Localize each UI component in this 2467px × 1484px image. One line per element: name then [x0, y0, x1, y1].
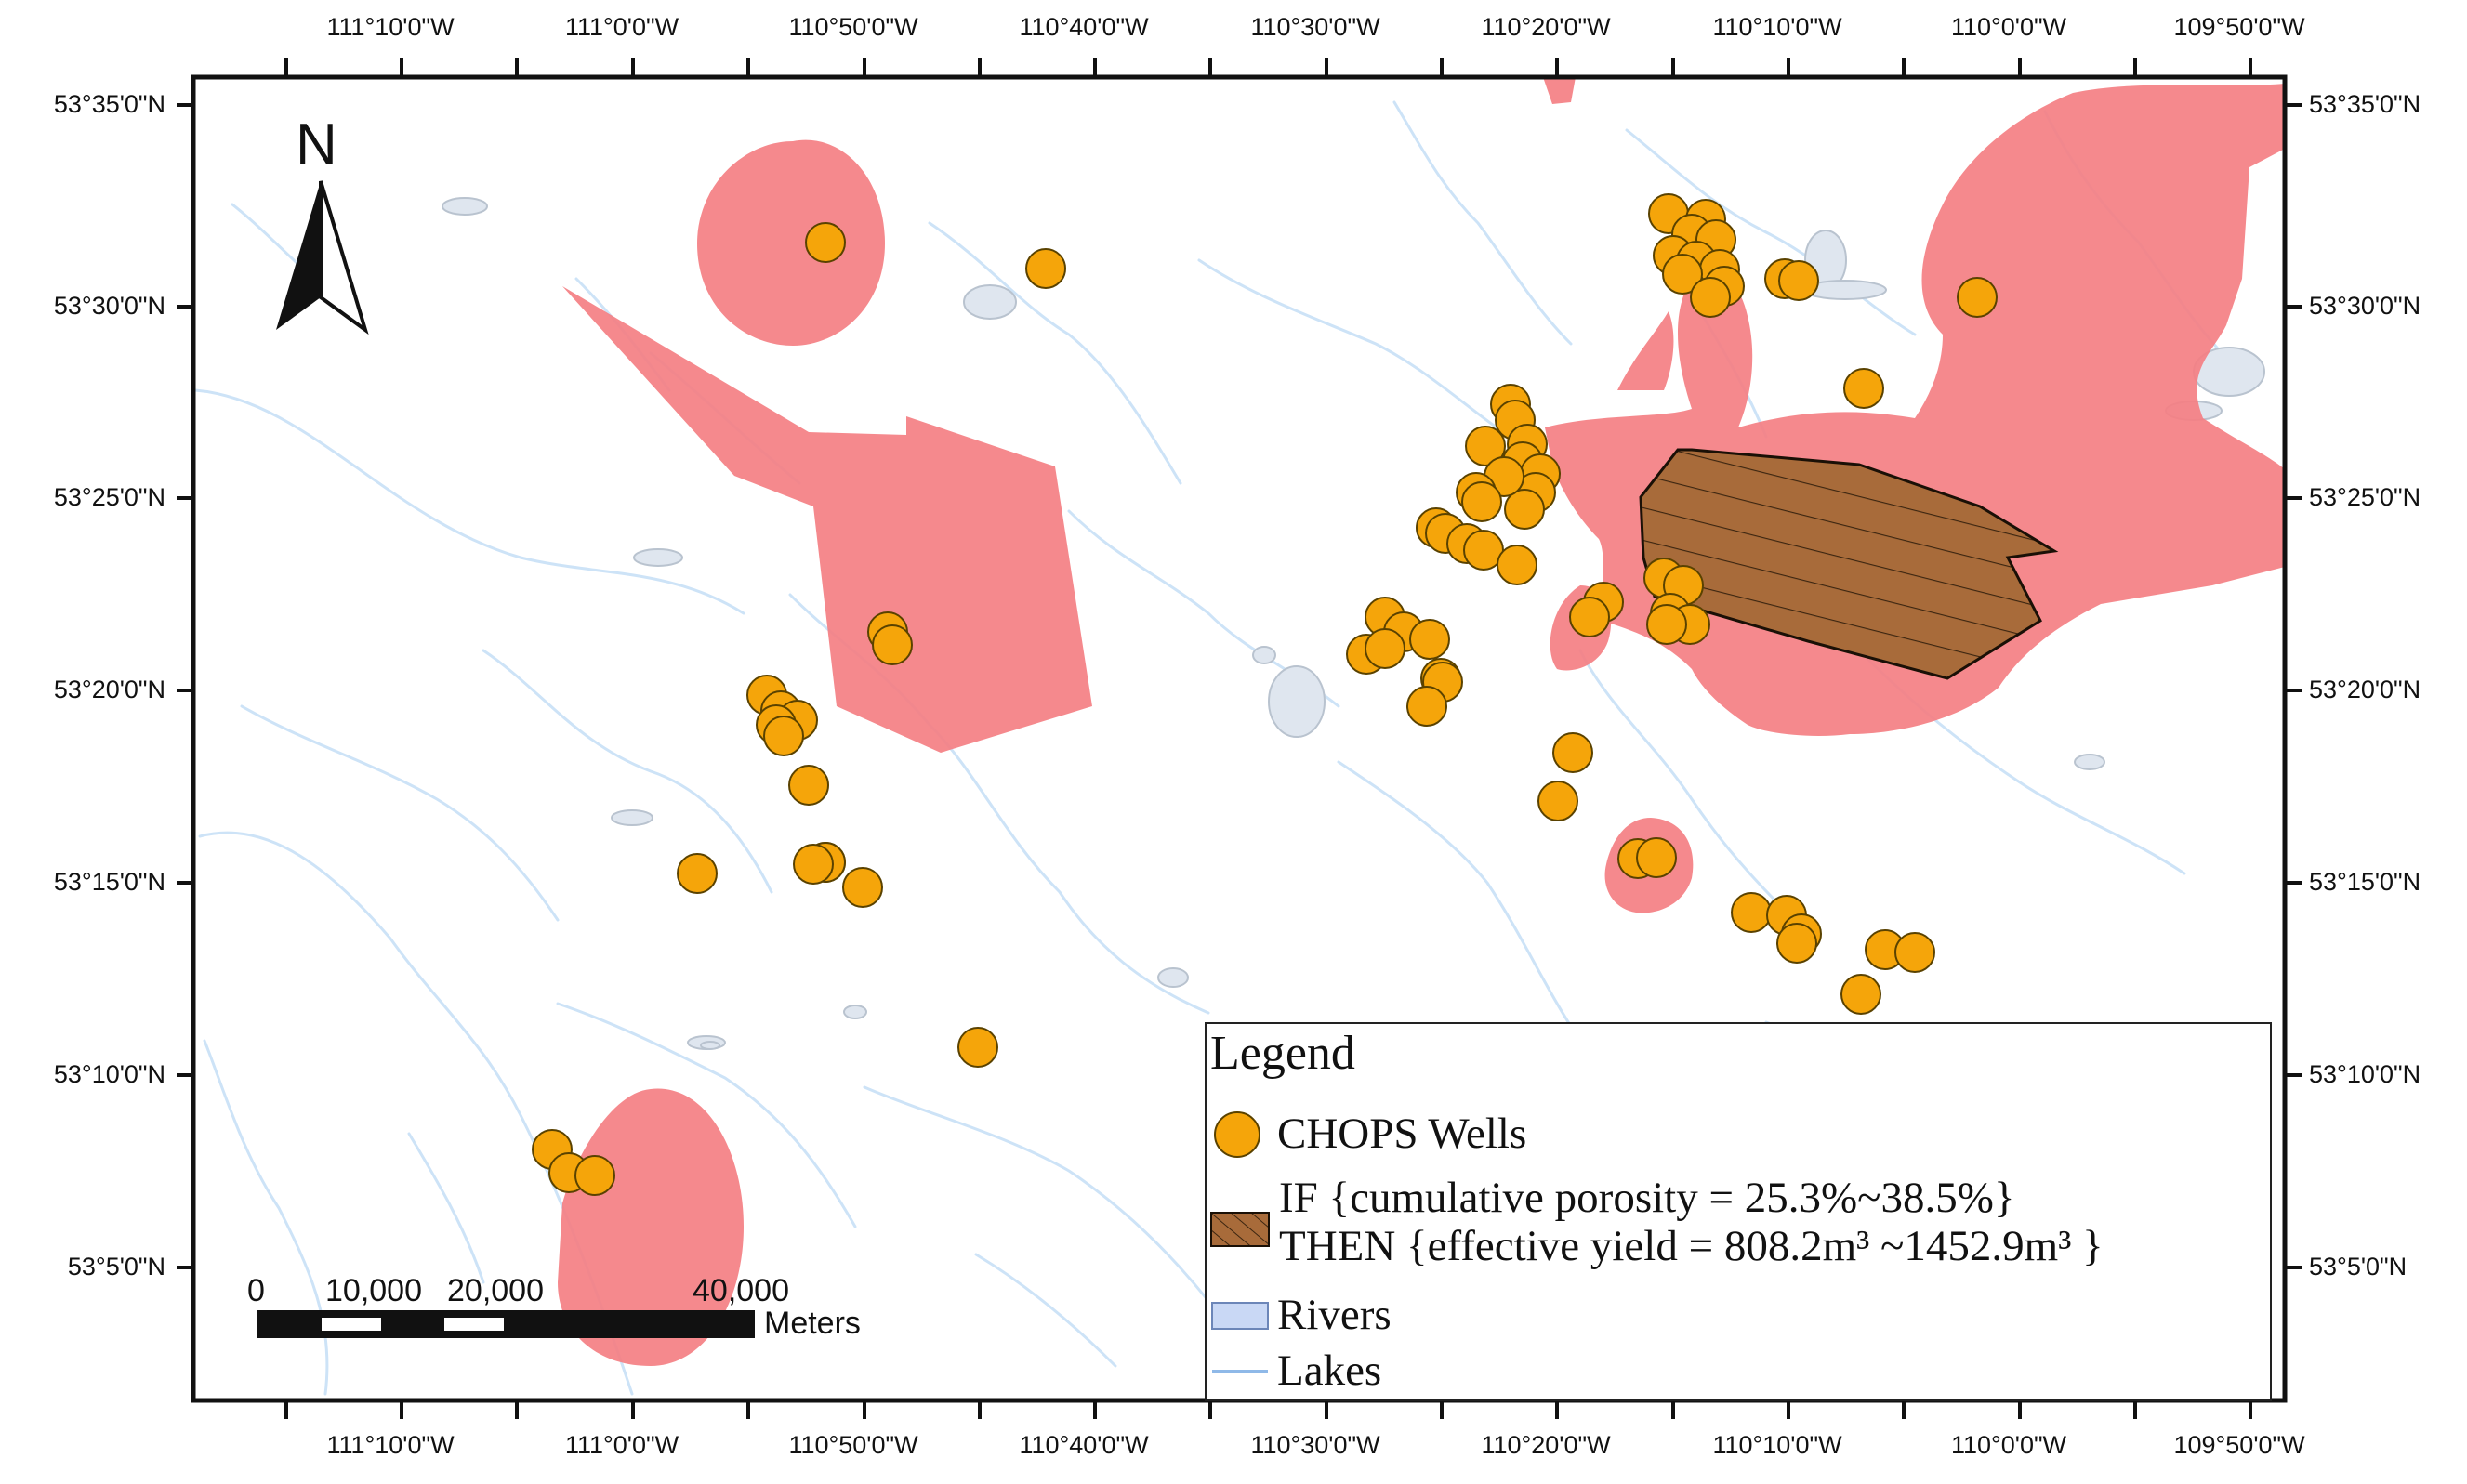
top-lon-label: 110°30'0"W — [1250, 13, 1380, 41]
right-lat-label: 53°10'0"N — [2309, 1060, 2421, 1088]
bottom-lon-label: 110°30'0"W — [1250, 1431, 1380, 1459]
rule-zone-polygon — [1639, 448, 2059, 680]
bottom-lon-label: 110°10'0"W — [1712, 1431, 1842, 1459]
chops-well-marker — [1409, 619, 1450, 660]
left-lat-label: 53°20'0"N — [53, 676, 165, 703]
legend-rule-line2: THEN {effective yield = 808.2m³ ~1452.9m… — [1279, 1221, 2104, 1270]
legend-rule-line1: IF {cumulative porosity = 25.3%~38.5%} — [1279, 1174, 2015, 1222]
scale-unit: Meters — [764, 1306, 861, 1341]
bottom-lon-label: 109°50'0"W — [2173, 1431, 2305, 1459]
chops-well-marker — [1662, 254, 1703, 295]
legend-wells-label: CHOPS Wells — [1277, 1110, 1527, 1159]
right-lat-label: 53°20'0"N — [2309, 676, 2421, 703]
lakes-swatch-icon — [1212, 1369, 1268, 1373]
chops-well-marker — [842, 867, 883, 908]
chops-well-marker — [1569, 597, 1610, 637]
legend-rivers-label: Rivers — [1277, 1291, 1392, 1339]
chops-well-marker — [1776, 923, 1817, 964]
top-lon-label: 111°0'0"W — [564, 13, 679, 41]
chops-well-marker — [677, 853, 718, 894]
chops-well-marker — [1461, 481, 1502, 522]
chops-well-marker — [1840, 974, 1881, 1015]
chops-well-marker — [1406, 686, 1447, 727]
chops-well-marker — [1365, 628, 1405, 669]
influence-zone — [1543, 77, 1576, 104]
scale-label-20000: 20,000 — [447, 1273, 544, 1308]
chops-well-marker — [1646, 604, 1687, 645]
top-lon-label: 111°10'0"W — [326, 13, 455, 41]
chops-well-marker — [1497, 545, 1537, 585]
scale-label-10000: 10,000 — [325, 1273, 422, 1308]
chops-well-marker — [1894, 932, 1935, 973]
legend-box: Legend CHOPS Wells IF {cumulative porosi… — [1205, 1022, 2272, 1401]
chops-well-marker — [1778, 260, 1819, 301]
rivers-swatch-icon — [1211, 1301, 1269, 1330]
chops-well-marker — [1465, 426, 1506, 466]
bottom-lon-label: 110°0'0"W — [1950, 1431, 2067, 1459]
chops-well-marker — [957, 1027, 998, 1068]
right-lat-label: 53°5'0"N — [2309, 1253, 2408, 1280]
right-lat-label: 53°30'0"N — [2309, 292, 2421, 320]
chops-wells-layer — [532, 193, 1998, 1196]
chops-well-marker — [1957, 277, 1998, 318]
rule-zone-swatch-icon — [1210, 1212, 1270, 1247]
bottom-lon-label: 110°40'0"W — [1019, 1431, 1149, 1459]
chops-well-marker — [1025, 248, 1066, 289]
left-lat-label: 53°15'0"N — [53, 868, 165, 896]
bottom-lon-label: 110°50'0"W — [788, 1431, 918, 1459]
scale-label-0: 0 — [247, 1273, 265, 1308]
legend-lakes-label: Lakes — [1277, 1346, 1382, 1395]
chops-well-marker — [574, 1155, 615, 1196]
bottom-lon-label: 111°10'0"W — [326, 1431, 455, 1459]
chops-well-marker — [1504, 489, 1545, 530]
chops-well-marker — [1690, 277, 1731, 318]
legend-item-rivers: Rivers — [1210, 1291, 1392, 1340]
chops-well-marker — [763, 716, 804, 756]
chops-well-marker — [1843, 368, 1884, 409]
bottom-lon-label: 111°0'0"W — [564, 1431, 679, 1459]
legend-item-wells: CHOPS Wells — [1210, 1108, 1526, 1162]
influence-zone — [1617, 311, 1674, 390]
lake-features — [442, 197, 2265, 1050]
bottom-lon-label: 110°20'0"W — [1481, 1431, 1611, 1459]
left-lat-label: 53°30'0"N — [53, 292, 165, 320]
chops-well-marker — [788, 765, 829, 806]
top-lon-label: 110°50'0"W — [788, 13, 918, 41]
chops-well-marker — [793, 844, 834, 885]
right-lat-label: 53°15'0"N — [2309, 868, 2421, 896]
chops-well-marker — [805, 222, 846, 263]
legend-item-rule: IF {cumulative porosity = 25.3%~38.5%} T… — [1210, 1174, 2104, 1270]
top-lon-label: 110°10'0"W — [1712, 13, 1842, 41]
chops-well-marker — [1552, 732, 1593, 773]
legend-title: Legend — [1210, 1027, 1355, 1080]
north-letter: N — [296, 112, 337, 177]
chops-well-marker — [1636, 837, 1677, 878]
frame-ticks — [177, 58, 2302, 1419]
chops-well-marker — [1537, 781, 1578, 821]
top-lon-label: 110°20'0"W — [1481, 13, 1611, 41]
influence-zone — [697, 139, 885, 346]
scale-label-40000: 40,000 — [693, 1273, 789, 1308]
well-symbol-icon — [1214, 1111, 1260, 1158]
chops-well-marker — [1731, 892, 1772, 933]
top-lon-label: 109°50'0"W — [2173, 13, 2305, 41]
left-lat-label: 53°35'0"N — [53, 90, 165, 118]
scale-bar — [257, 1310, 755, 1338]
left-lat-label: 53°10'0"N — [53, 1060, 165, 1088]
top-lon-label: 110°40'0"W — [1019, 13, 1149, 41]
right-lat-label: 53°25'0"N — [2309, 483, 2421, 511]
legend-item-lakes: Lakes — [1210, 1346, 1382, 1396]
chops-well-marker — [872, 624, 913, 665]
left-lat-label: 53°5'0"N — [67, 1253, 165, 1280]
north-arrow-icon — [276, 180, 369, 335]
influence-zone — [562, 286, 1092, 753]
left-lat-label: 53°25'0"N — [53, 483, 165, 511]
right-lat-label: 53°35'0"N — [2309, 90, 2421, 118]
top-lon-label: 110°0'0"W — [1950, 13, 2067, 41]
